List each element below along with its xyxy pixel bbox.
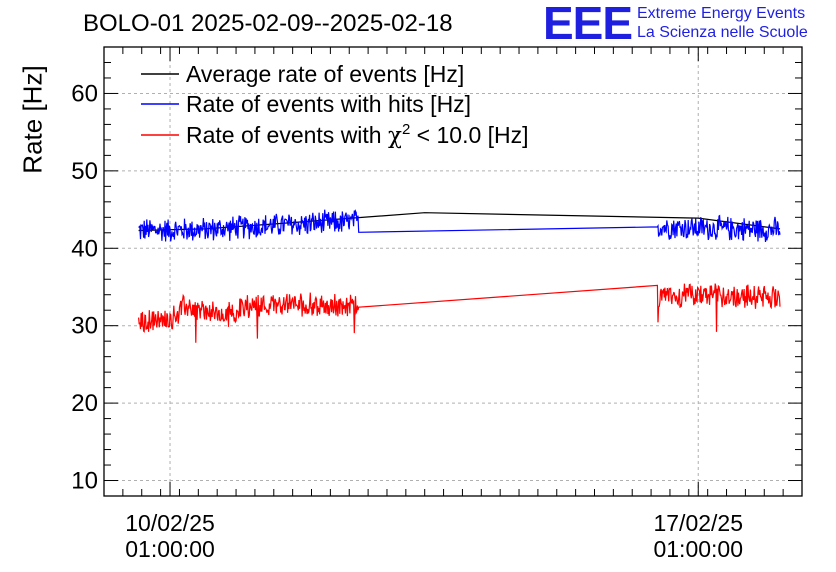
legend-entry: Rate of events with χ2 < 10.0 [Hz] <box>186 121 529 149</box>
x-tick-label-time: 01:00:00 <box>653 536 743 562</box>
logo-line-2: La Scienza nelle Scuole <box>637 24 808 41</box>
chart-title: BOLO-01 2025-02-09--2025-02-18 <box>83 10 453 37</box>
x-tick-label-time: 01:00:00 <box>125 536 215 562</box>
axes: 10203040506010/02/2501:00:0017/02/2501:0… <box>71 46 803 562</box>
eee-logo: EEE <box>543 0 633 49</box>
y-tick-label: 10 <box>71 468 98 495</box>
chi2-rate-line <box>138 283 781 343</box>
logo-line-1: Extreme Energy Events <box>637 5 806 22</box>
y-tick-label: 50 <box>71 158 98 185</box>
y-tick-label: 60 <box>71 80 98 107</box>
legend: Average rate of events [Hz] Rate of event… <box>141 61 529 149</box>
legend-entry: Rate of events with hits [Hz] <box>186 91 471 117</box>
y-tick-label: 20 <box>71 390 98 417</box>
grid-lines <box>104 47 802 496</box>
y-tick-label: 30 <box>71 313 98 340</box>
plot-frame <box>103 46 803 497</box>
y-tick-label: 40 <box>71 235 98 262</box>
series-layer <box>138 208 781 343</box>
x-tick-label-date: 17/02/25 <box>653 510 743 536</box>
legend-entry: Average rate of events [Hz] <box>186 61 464 87</box>
hits-rate-line <box>138 208 781 243</box>
eee-logo-caption: Extreme Energy Events La Scienza nelle S… <box>637 4 808 42</box>
x-tick-label-date: 10/02/25 <box>125 510 215 536</box>
